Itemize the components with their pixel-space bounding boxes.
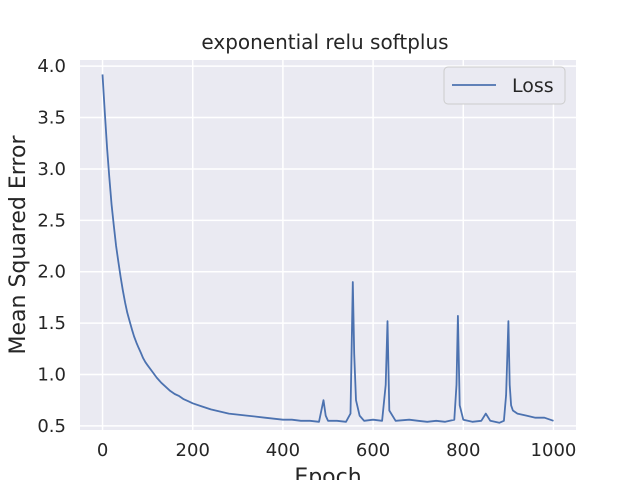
x-tick-label: 200: [176, 440, 210, 461]
y-tick-label: 1.0: [37, 365, 66, 386]
y-tick-labels: 0.5 1.0 1.5 2.0 2.5 3.0 3.5 4.0: [37, 56, 66, 437]
y-tick-label: 3.0: [37, 159, 66, 180]
legend-label-loss: Loss: [512, 75, 554, 97]
y-tick-label: 3.5: [37, 108, 66, 129]
x-axis-title: Epoch: [294, 465, 361, 480]
legend-box: [443, 66, 566, 105]
legend: Loss: [443, 66, 566, 105]
x-tick-label: 1000: [531, 440, 577, 461]
y-tick-label: 2.0: [37, 262, 66, 283]
x-tick-label: 400: [266, 440, 300, 461]
y-tick-label: 1.5: [37, 313, 66, 334]
x-tick-label: 600: [356, 440, 390, 461]
y-tick-label: 4.0: [37, 56, 66, 77]
y-tick-label: 0.5: [37, 416, 66, 437]
x-tick-labels: 0 200 400 600 800 1000: [97, 440, 577, 461]
plot-background: [80, 60, 576, 430]
x-tick-label: 800: [446, 440, 480, 461]
grid-lines: [80, 60, 576, 430]
chart-title: exponential relu softplus: [201, 30, 448, 54]
series-line-loss: [101, 74, 554, 424]
x-tick-label: 0: [97, 440, 108, 461]
y-axis-title: Mean Squared Error: [6, 135, 31, 355]
y-tick-label: 2.5: [37, 210, 66, 231]
